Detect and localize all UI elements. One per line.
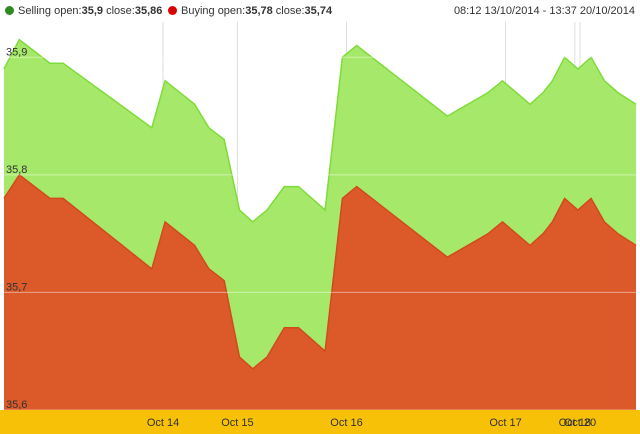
selling-line [3,38,637,223]
legend: Selling open:35,9 close:35,86 Buying ope… [0,0,640,22]
legend-item-selling[interactable]: Selling open:35,9 close:35,86 [5,0,162,22]
y-tick-label: 35,7 [6,281,27,293]
selling-open-value: 35,9 [81,5,104,17]
x-tick-label: Oct 20 [564,417,596,429]
date-range: 08:12 13/10/2014 - 13:37 20/10/2014 [453,5,635,17]
series-layer [3,38,637,410]
selling-close-value: 35,86 [134,5,163,17]
x-tick-label: Oct 14 [147,417,179,429]
selling-close-label: close: [103,5,135,17]
y-tick-label: 35,9 [6,46,27,58]
y-tick-label: 35,6 [6,399,27,411]
y-tick-label: 35,8 [6,164,27,176]
buying-dot-icon [168,6,177,15]
legend-item-buying[interactable]: Buying open:35,78 close:35,74 [168,0,332,22]
x-tick-label: Oct 15 [221,417,253,429]
buying-close-value: 35,74 [304,5,333,17]
buying-close-label: close: [272,5,305,17]
y-axis-labels: 35,9 35,8 35,7 35,6 [6,46,27,411]
selling-dot-icon [5,6,14,15]
x-tick-label: Oct 18 [559,417,591,429]
buying-open-value: 35,78 [245,5,273,17]
x-tick-label: Oct 17 [489,417,521,429]
selling-label: Selling open: [18,5,82,17]
x-axis-band [0,410,640,434]
x-tick-label: Oct 16 [330,417,362,429]
buying-line [3,173,637,370]
chart-area: 35,935,835,735,6 Oct 14 Oct 15 Oct 16 Oct 1… [0,22,640,434]
buying-label: Buying open: [181,5,246,17]
